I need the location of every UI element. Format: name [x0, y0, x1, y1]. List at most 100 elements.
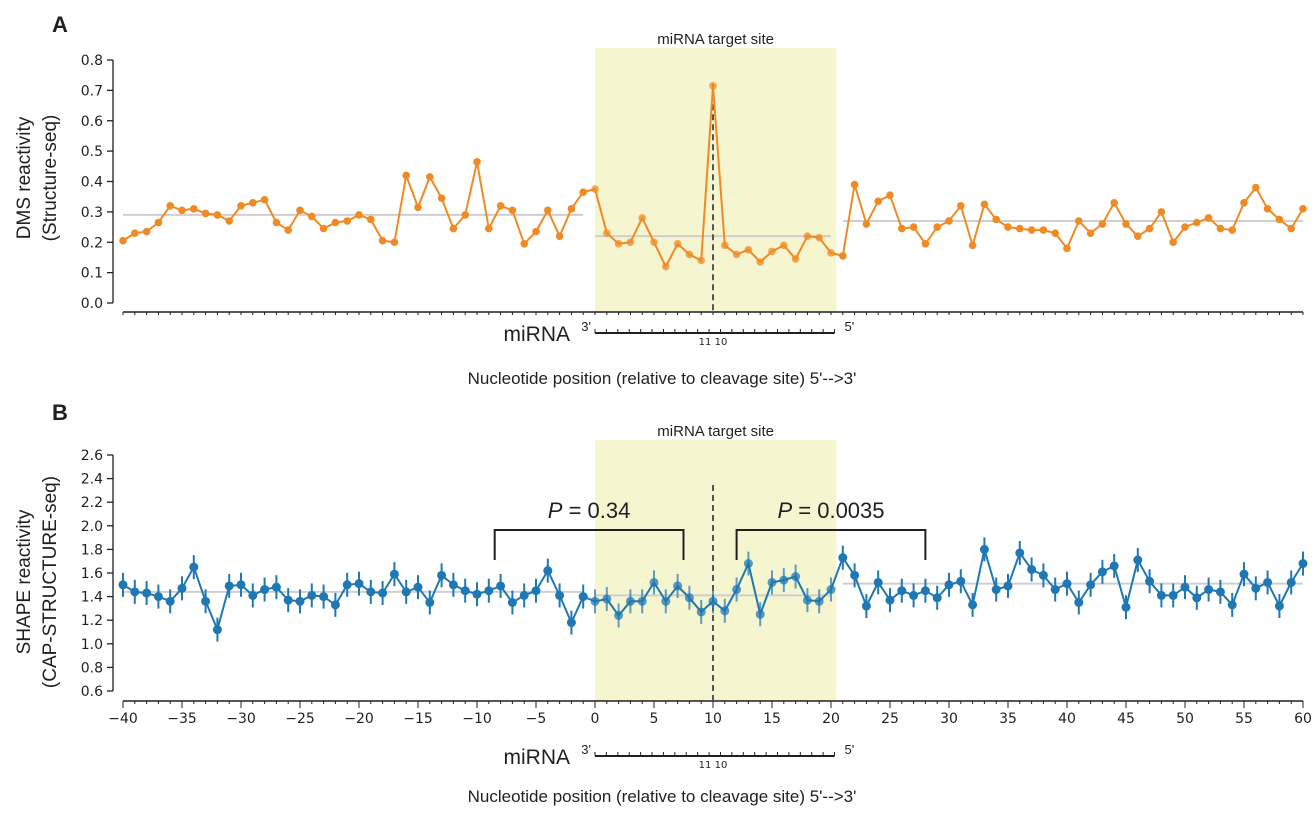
- data-point: [437, 194, 446, 203]
- data-point: [898, 224, 906, 233]
- data-point: [920, 586, 930, 596]
- data-point: [709, 82, 717, 90]
- x-tick-label: −10: [462, 711, 492, 727]
- data-point: [625, 596, 635, 606]
- data-point: [1275, 215, 1284, 224]
- data-point: [1287, 224, 1295, 233]
- data-point: [1075, 217, 1083, 225]
- data-point: [343, 217, 352, 225]
- y-tick-label: 1.8: [81, 542, 103, 558]
- data-point: [708, 596, 718, 606]
- data-point: [780, 241, 788, 250]
- data-point: [649, 577, 659, 587]
- data-point: [272, 218, 281, 227]
- x-axis-title: Nucleotide position (relative to cleavag…: [468, 369, 857, 388]
- data-point: [153, 592, 163, 602]
- data-point: [578, 592, 588, 602]
- data-point: [1227, 600, 1237, 610]
- data-point: [1168, 590, 1178, 600]
- data-point: [378, 236, 387, 245]
- x-tick-label: 50: [1176, 711, 1194, 727]
- y-tick-label: 0.3: [81, 205, 103, 221]
- data-point: [390, 238, 399, 247]
- y-tick-label: 0.1: [81, 266, 103, 282]
- data-point: [968, 241, 977, 250]
- data-point: [519, 590, 529, 600]
- mirna-5prime: 5': [845, 742, 855, 757]
- data-point: [767, 577, 777, 587]
- mirna-ruler: miRNA 3' 5' 11 10: [504, 319, 855, 348]
- data-point: [1215, 587, 1225, 597]
- data-point: [449, 224, 458, 233]
- data-point: [1298, 559, 1308, 569]
- data-point: [802, 595, 812, 605]
- data-point: [1228, 226, 1236, 234]
- data-point: [721, 241, 729, 250]
- data-point: [1122, 220, 1130, 228]
- data-point: [768, 247, 776, 256]
- data-point: [1204, 214, 1213, 222]
- data-point: [1274, 601, 1284, 611]
- data-point: [814, 596, 824, 606]
- data-point: [1216, 224, 1225, 233]
- y-axis-subtitle: (CAP-STRUCTURE-seq): [40, 476, 61, 688]
- data-point: [673, 581, 683, 591]
- data-point: [661, 596, 671, 606]
- data-point: [131, 229, 139, 237]
- data-point: [1156, 590, 1166, 600]
- data-point: [614, 610, 624, 620]
- data-point: [201, 209, 210, 218]
- y-axis-title: DMS reactivity: [14, 116, 35, 239]
- data-point: [1239, 569, 1249, 579]
- data-point: [1004, 223, 1012, 231]
- data-point: [236, 580, 246, 590]
- data-point: [803, 232, 812, 240]
- data-point: [531, 586, 541, 596]
- data-point: [366, 587, 376, 597]
- data-point: [166, 202, 174, 210]
- data-point: [603, 229, 611, 237]
- mirna-label: miRNA: [504, 323, 571, 346]
- data-point: [532, 227, 540, 236]
- data-point: [732, 585, 742, 595]
- data-point: [1003, 581, 1013, 591]
- data-point: [448, 580, 458, 590]
- data-point: [685, 250, 694, 259]
- x-tick-label: 20: [822, 711, 840, 727]
- data-point: [815, 233, 823, 242]
- data-point: [567, 205, 576, 213]
- data-point: [1169, 238, 1177, 247]
- data-point: [555, 590, 565, 600]
- x-tick-label: 10: [704, 711, 722, 727]
- data-point: [330, 600, 340, 610]
- data-point: [945, 217, 953, 225]
- y-tick-label: 0.5: [81, 144, 103, 160]
- data-point: [389, 569, 399, 579]
- data-point: [874, 197, 882, 206]
- data-point: [284, 226, 293, 234]
- significance-bracket: [735, 529, 927, 560]
- data-point: [544, 206, 552, 215]
- x-tick-label: 45: [1117, 711, 1135, 727]
- y-tick-label: 1.4: [81, 590, 103, 606]
- p-value-label: P = 0.0035: [777, 498, 884, 523]
- data-point: [1050, 585, 1060, 595]
- data-point: [1286, 577, 1296, 587]
- data-point: [779, 575, 789, 585]
- data-point: [1299, 205, 1307, 213]
- x-tick-label: 15: [763, 711, 781, 727]
- data-point: [520, 239, 528, 248]
- data-point: [1063, 244, 1071, 253]
- data-point: [425, 598, 435, 607]
- data-point: [1062, 579, 1072, 589]
- data-point: [225, 217, 233, 225]
- data-point: [1263, 205, 1272, 213]
- data-point: [473, 157, 481, 166]
- data-point: [507, 598, 517, 607]
- data-point: [873, 577, 883, 587]
- y-tick-label: 2.6: [81, 448, 103, 464]
- data-point: [472, 589, 482, 599]
- data-point: [308, 212, 316, 221]
- data-point: [590, 596, 600, 606]
- mirna-position-labels: 11 10: [699, 337, 728, 348]
